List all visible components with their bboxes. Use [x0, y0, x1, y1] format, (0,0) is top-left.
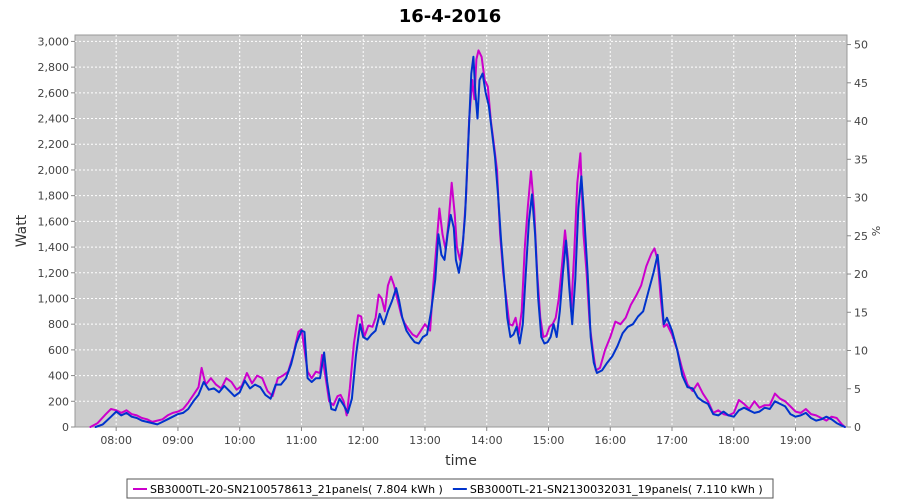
- x-tick-label: 11:00: [286, 434, 318, 447]
- legend-box: [126, 478, 774, 499]
- y2-tick-label: 50: [854, 39, 868, 52]
- x-tick-label: 17:00: [656, 434, 688, 447]
- y2-tick-label: 30: [854, 192, 868, 205]
- series-line-2: [94, 55, 846, 428]
- chart-title: 16-4-2016: [399, 6, 502, 27]
- x-tick-label: 13:00: [409, 434, 441, 447]
- y-tick-label: 2,800: [38, 61, 70, 74]
- series: [89, 49, 846, 428]
- y-tick-label: 1,400: [38, 241, 70, 254]
- y2-axis-title: %: [870, 226, 883, 236]
- y-tick-label: 1,800: [38, 190, 70, 203]
- y2-tick-label: 40: [854, 115, 868, 128]
- y-tick-label: 3,000: [38, 35, 70, 48]
- x-tick-label: 09:00: [162, 434, 194, 447]
- x-tick-label: 19:00: [780, 434, 812, 447]
- legend-label-2: SB3000TL-21-SN2130032031_19panels( 7.110…: [470, 483, 763, 496]
- y-tick-label: 800: [48, 318, 69, 331]
- plot-area: [74, 34, 848, 428]
- y-axis-title: Watt: [14, 214, 30, 247]
- y2-axis-ticks: 0 5 10 15 20 25 30 35 40 45 50: [847, 39, 868, 434]
- y2-tick-label: 0: [854, 421, 861, 434]
- y2-tick-label: 20: [854, 268, 868, 281]
- x-axis-title: time: [445, 453, 477, 469]
- y-tick-label: 400: [48, 370, 69, 383]
- legend: SB3000TL-20-SN2100578613_21panels( 7.804…: [126, 478, 774, 499]
- y-tick-label: 0: [62, 421, 69, 434]
- y-axis-ticks: 0 200 400 600 800 1,000 1,200 1,400 1,600 1,800 2,…: [38, 35, 75, 434]
- x-tick-label: 18:00: [718, 434, 750, 447]
- y2-tick-label: 35: [854, 153, 868, 166]
- y-tick-label: 2,600: [38, 87, 70, 100]
- y-tick-label: 2,200: [38, 138, 70, 151]
- x-tick-label: 12:00: [347, 434, 379, 447]
- x-tick-label: 16:00: [594, 434, 626, 447]
- y-tick-label: 600: [48, 344, 69, 357]
- y-tick-label: 200: [48, 395, 69, 408]
- x-tick-label: 10:00: [224, 434, 256, 447]
- y2-tick-label: 25: [854, 230, 868, 243]
- y2-tick-label: 45: [854, 77, 868, 90]
- y-tick-label: 1,200: [38, 267, 70, 280]
- legend-label-1: SB3000TL-20-SN2100578613_21panels( 7.804…: [150, 483, 443, 496]
- x-axis-ticks: 08:00 09:00 10:00 11:00 12:00 13:00 14:00 15:00…: [100, 427, 811, 447]
- grid: [75, 35, 847, 427]
- x-tick-label: 15:00: [533, 434, 565, 447]
- y2-tick-label: 5: [854, 383, 861, 396]
- y-tick-label: 1,600: [38, 215, 70, 228]
- y-tick-label: 2,000: [38, 164, 70, 177]
- y-tick-label: 1,000: [38, 292, 70, 305]
- y2-tick-label: 15: [854, 306, 868, 319]
- y-tick-label: 2,400: [38, 113, 70, 126]
- x-tick-label: 08:00: [100, 434, 132, 447]
- y2-tick-label: 10: [854, 345, 868, 358]
- x-tick-label: 14:00: [471, 434, 503, 447]
